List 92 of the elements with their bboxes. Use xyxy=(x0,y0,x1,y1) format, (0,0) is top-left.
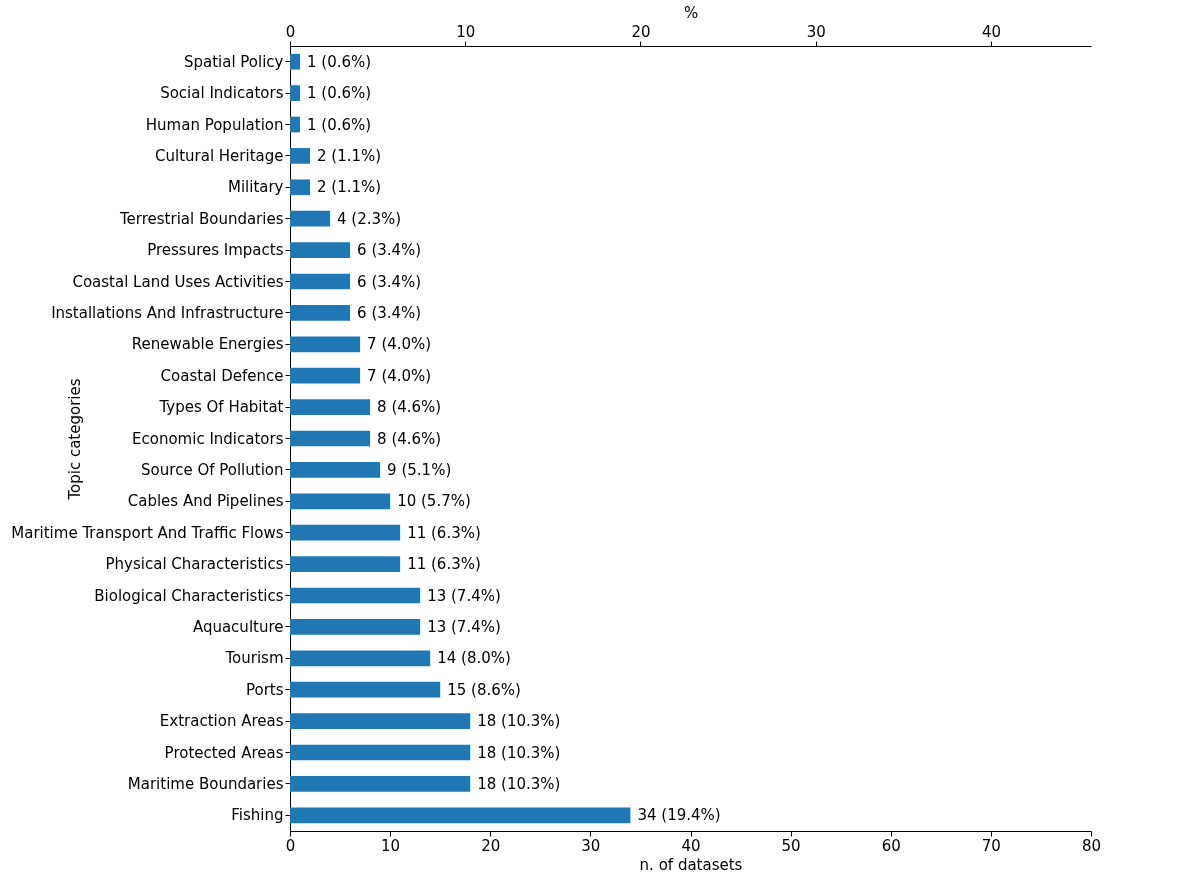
bar xyxy=(290,493,391,510)
bar xyxy=(290,148,311,164)
data-label: 11 (6.3%) xyxy=(407,523,481,542)
x-tick-label: 50 xyxy=(781,836,801,855)
x2-axis-title: % xyxy=(683,3,699,22)
data-label: 18 (10.3%) xyxy=(477,774,561,793)
bar xyxy=(290,273,351,290)
x-tick-label: 70 xyxy=(981,836,1001,855)
data-label: 1 (0.6%) xyxy=(307,115,372,134)
data-label: 18 (10.3%) xyxy=(477,743,561,762)
data-label: 2 (1.1%) xyxy=(317,146,382,165)
y-tick-label: Protected Areas xyxy=(164,743,284,762)
y-tick-label: Maritime Transport And Traffic Flows xyxy=(11,523,284,542)
data-label: 7 (4.0%) xyxy=(367,335,432,354)
bar xyxy=(290,336,361,353)
bar xyxy=(290,776,471,792)
data-label: 6 (3.4%) xyxy=(357,272,422,291)
data-label: 13 (7.4%) xyxy=(427,617,501,636)
data-label: 11 (6.3%) xyxy=(407,555,481,574)
bar xyxy=(290,619,421,635)
x2-tick-label: 30 xyxy=(806,22,826,41)
x-tick-label: 60 xyxy=(881,836,901,855)
data-label: 1 (0.6%) xyxy=(307,84,372,103)
x2-tick-label: 40 xyxy=(981,22,1001,41)
y-tick-label: Cultural Heritage xyxy=(155,146,284,165)
bar xyxy=(290,242,351,258)
bar xyxy=(290,305,351,321)
data-label: 4 (2.3%) xyxy=(337,209,402,228)
y-tick-label: Terrestrial Boundaries xyxy=(118,209,284,228)
data-label: 13 (7.4%) xyxy=(427,586,501,605)
data-label: 18 (10.3%) xyxy=(477,712,561,731)
bar xyxy=(290,681,441,698)
data-label: 1 (0.6%) xyxy=(307,52,372,71)
bar xyxy=(290,367,361,384)
y-tick-label: Tourism xyxy=(224,649,284,668)
y-tick-label: Physical Characteristics xyxy=(105,555,284,574)
bar xyxy=(290,85,301,101)
bar xyxy=(290,430,371,447)
data-label: 2 (1.1%) xyxy=(317,178,382,197)
x-tick-label: 0 xyxy=(285,836,296,855)
x2-tick-label: 0 xyxy=(285,22,296,41)
bar xyxy=(290,524,401,541)
data-label: 9 (5.1%) xyxy=(387,460,452,479)
y-tick-label: Pressures Impacts xyxy=(147,241,284,260)
x-tick-label: 10 xyxy=(381,836,401,855)
y-tick-label: Social Indicators xyxy=(160,84,284,103)
y-tick-label: Military xyxy=(227,178,284,197)
data-label: 15 (8.6%) xyxy=(447,680,521,699)
bar xyxy=(290,53,301,70)
x-tick-label: 30 xyxy=(581,836,601,855)
x-axis-title: n. of datasets xyxy=(639,855,743,874)
y-tick-label: Spatial Policy xyxy=(183,52,284,71)
y-tick-label: Human Population xyxy=(145,115,284,134)
y-tick-label: Aquaculture xyxy=(192,617,284,636)
y-tick-label: Types Of Habitat xyxy=(158,398,284,417)
bar xyxy=(290,116,301,133)
bar xyxy=(290,713,471,729)
y-tick-label: Maritime Boundaries xyxy=(127,774,284,793)
y-tick-label: Ports xyxy=(245,680,284,699)
data-label: 8 (4.6%) xyxy=(377,429,442,448)
bar xyxy=(290,744,471,761)
y-tick-label: Renewable Energies xyxy=(131,335,284,354)
x2-tick-label: 20 xyxy=(631,22,651,41)
y-tick-label: Fishing xyxy=(231,806,284,825)
data-label: 8 (4.6%) xyxy=(377,398,442,417)
y-tick-label: Source Of Pollution xyxy=(141,460,284,479)
bar xyxy=(290,556,401,572)
y-tick-label: Economic Indicators xyxy=(132,429,284,448)
x2-tick-label: 10 xyxy=(456,22,476,41)
bar xyxy=(290,179,311,196)
bar xyxy=(290,587,421,604)
y-tick-label: Cables And Pipelines xyxy=(127,492,284,511)
bar xyxy=(290,807,631,824)
y-tick-label: Biological Characteristics xyxy=(94,586,284,605)
x-tick-label: 80 xyxy=(1081,836,1102,855)
y-tick-label: Extraction Areas xyxy=(159,712,284,731)
y-tick-label: Coastal Land Uses Activities xyxy=(72,272,284,291)
bar xyxy=(290,399,371,415)
data-label: 6 (3.4%) xyxy=(357,241,422,260)
data-label: 6 (3.4%) xyxy=(357,303,422,322)
data-label: 34 (19.4%) xyxy=(637,806,721,825)
bar xyxy=(290,210,331,227)
x-tick-label: 20 xyxy=(481,836,501,855)
bar xyxy=(290,462,381,478)
y-tick-label: Coastal Defence xyxy=(160,366,284,385)
data-label: 14 (8.0%) xyxy=(437,649,511,668)
data-label: 7 (4.0%) xyxy=(367,366,432,385)
y-axis-title: Topic categories xyxy=(65,378,84,501)
data-label: 10 (5.7%) xyxy=(397,492,471,511)
y-tick-label: Installations And Infrastructure xyxy=(51,303,284,322)
bar xyxy=(290,650,431,667)
x-tick-label: 40 xyxy=(681,836,701,855)
